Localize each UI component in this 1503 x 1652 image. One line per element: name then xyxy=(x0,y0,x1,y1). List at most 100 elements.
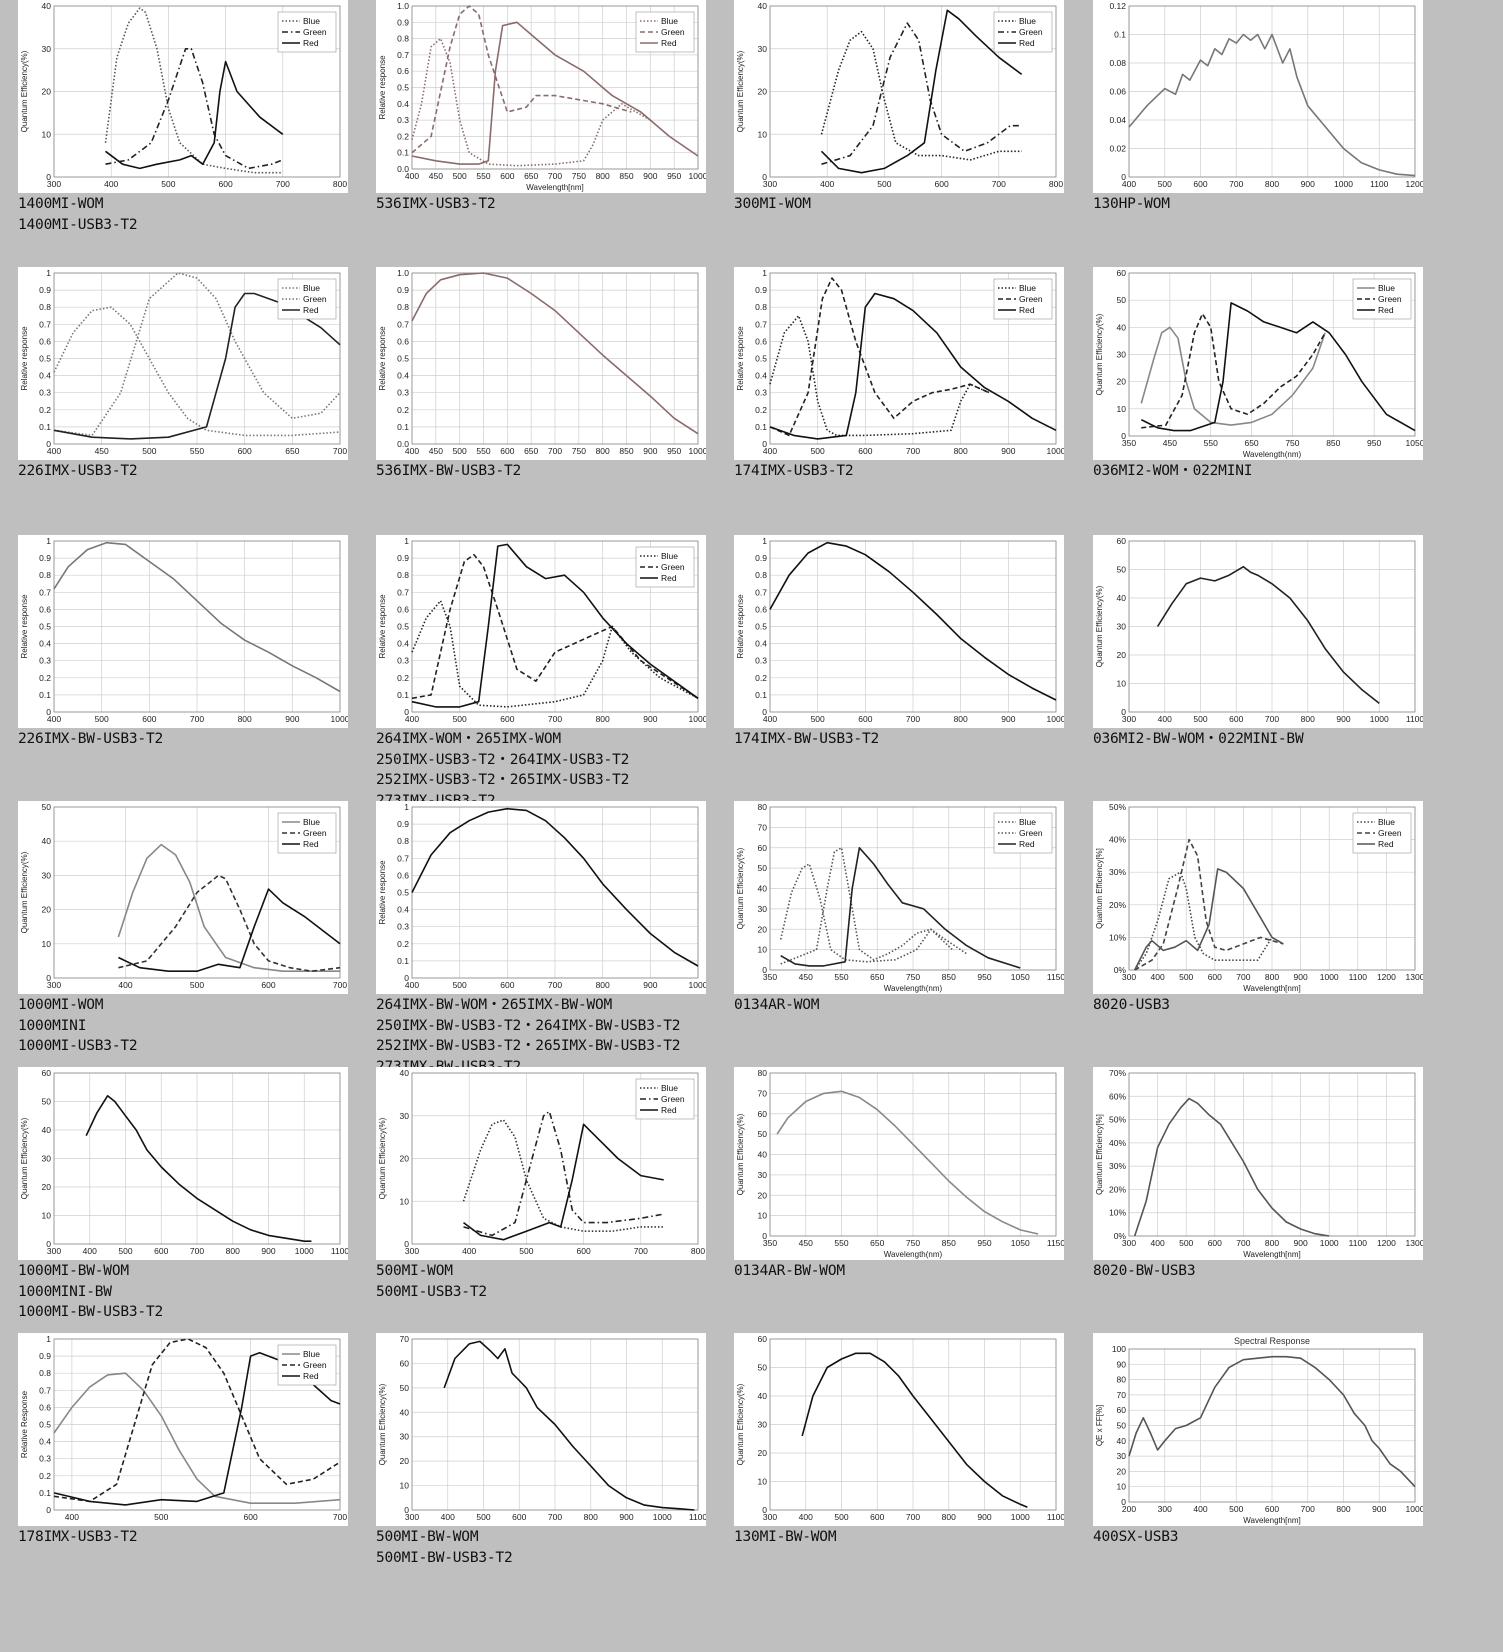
x-tick-label: 1000 xyxy=(1320,972,1339,982)
y-axis-label: QE x FF[%] xyxy=(1095,1405,1104,1446)
x-tick-label: 600 xyxy=(870,1512,884,1522)
x-tick-label: 600 xyxy=(1193,179,1207,189)
series-line xyxy=(769,292,1057,440)
x-tick-label: 600 xyxy=(500,171,514,181)
spectral-chart: 0 0.1 0.2 0.3 0.4 0.5 0.6 0.7 0.8 0.9 1 400 450 500 55… xyxy=(20,268,347,456)
series-line xyxy=(118,874,341,972)
y-tick-label: 90 xyxy=(1117,1359,1127,1369)
x-tick-label: 300 xyxy=(1122,714,1136,724)
spectral-chart: Spectral Response 0 10 20 30 40 50 60 70 80 90 100 2… xyxy=(1095,1336,1423,1525)
y-tick-label: 0.2 xyxy=(397,131,409,141)
plot-frame xyxy=(53,806,341,979)
x-tick-label: 700 xyxy=(276,179,290,189)
x-tick-label: 750 xyxy=(572,171,586,181)
legend-label: Green xyxy=(303,828,327,838)
x-tick-label: 300 xyxy=(405,1246,419,1256)
x-tick-label: 700 xyxy=(906,714,920,724)
x-tick-label: 900 xyxy=(1336,714,1350,724)
legend-label: Green xyxy=(661,1094,685,1104)
x-tick-label: 600 xyxy=(500,446,514,456)
x-tick-label: 750 xyxy=(906,972,920,982)
y-tick-label: 0.8 xyxy=(397,836,409,846)
x-tick-label: 300 xyxy=(763,1512,777,1522)
y-axis-label: Quantum Efficiency(%) xyxy=(378,1383,387,1465)
plot-frame xyxy=(411,1072,699,1245)
chart-caption: 226IMX-USB3-T2 xyxy=(18,461,138,482)
series-line xyxy=(1140,326,1326,426)
y-axis-label: Quantum Efficiency[%] xyxy=(1095,848,1104,929)
legend-label: Red xyxy=(661,1105,677,1115)
caption-line: 0134AR-BW-WOM xyxy=(734,1263,845,1279)
series-line xyxy=(1141,312,1326,429)
x-tick-label: 850 xyxy=(619,171,633,181)
x-tick-label: 450 xyxy=(799,1238,813,1248)
y-tick-label: 0.1 xyxy=(397,148,409,158)
y-tick-label: 0.8 xyxy=(397,302,409,312)
caption-line: 0134AR-WOM xyxy=(734,997,820,1013)
y-tick-label: 40 xyxy=(1117,593,1127,603)
x-tick-label: 800 xyxy=(1049,179,1063,189)
plot-frame xyxy=(53,1338,341,1511)
x-tick-label: 500 xyxy=(811,446,825,456)
chart-caption: 500MI-WOM 500MI-USB3-T2 xyxy=(376,1261,487,1302)
chart-panel: 0 0.1 0.2 0.3 0.4 0.5 0.6 0.7 0.8 0.9 1 400 500 600 70… xyxy=(18,1333,348,1526)
y-tick-label: 0.6 xyxy=(397,604,409,614)
y-tick-label: 0.4 xyxy=(397,639,409,649)
x-tick-label: 600 xyxy=(1229,714,1243,724)
y-axis-label: Quantum Efficiency(%) xyxy=(20,851,29,933)
chart-caption: 1000MI-WOM 1000MINI 1000MI-USB3-T2 xyxy=(18,995,138,1057)
spectral-chart: 0 10 20 30 40 50 300 400 500 600 700 Quantum Effici… xyxy=(20,802,347,990)
x-tick-label: 950 xyxy=(977,1238,991,1248)
x-tick-label: 750 xyxy=(572,446,586,456)
y-axis-label: Relative response xyxy=(20,326,29,391)
x-tick-label: 900 xyxy=(1001,714,1015,724)
x-tick-label: 700 xyxy=(1229,179,1243,189)
chart-panel: 0 10 20 30 40 50 60 300 400 500 600 700 800 900 1000 11… xyxy=(734,1333,1064,1526)
y-tick-label: 20 xyxy=(758,87,768,97)
y-tick-label: 40 xyxy=(758,1391,768,1401)
series-line xyxy=(53,1338,341,1503)
y-axis-label: Relative response xyxy=(378,55,387,120)
y-tick-label: 0.5 xyxy=(397,622,409,632)
plot-frame xyxy=(1128,540,1416,713)
y-tick-label: 40 xyxy=(400,1068,410,1078)
y-tick-label: 0.4 xyxy=(397,905,409,915)
y-tick-label: 40 xyxy=(42,1125,52,1135)
chart-panel: 0 0.1 0.2 0.3 0.4 0.5 0.6 0.7 0.8 0.9 1 400 500 600 70… xyxy=(734,535,1064,728)
y-axis-label: Quantum Efficiency(%) xyxy=(20,50,29,132)
chart-title: Spectral Response xyxy=(1234,1336,1310,1346)
caption-line: 252IMX-BW-USB3-T2・265IMX-BW-USB3-T2 xyxy=(376,1038,681,1054)
x-tick-label: 1150 xyxy=(1047,972,1064,982)
x-tick-label: 700 xyxy=(333,1512,347,1522)
plot-frame xyxy=(53,540,341,713)
y-tick-label: 100 xyxy=(1112,1344,1126,1354)
x-tick-label: 1200 xyxy=(1406,179,1423,189)
series-line xyxy=(820,30,1022,161)
y-tick-label: 0.7 xyxy=(39,587,51,597)
x-tick-label: 550 xyxy=(1204,438,1218,448)
y-tick-label: 10 xyxy=(1117,1482,1127,1492)
x-tick-label: 800 xyxy=(1301,714,1315,724)
x-tick-label: 900 xyxy=(1301,179,1315,189)
y-tick-label: 10 xyxy=(1117,679,1127,689)
y-tick-label: 60 xyxy=(42,1068,52,1078)
legend-label: Blue xyxy=(303,283,320,293)
series-line xyxy=(463,1123,664,1241)
x-tick-label: 900 xyxy=(643,714,657,724)
chart-panel: 0 10 20 30 40 50 60 70 80 350 450 550 650 750 850 950 10… xyxy=(734,1067,1064,1260)
y-tick-label: 0.3 xyxy=(397,922,409,932)
legend-label: Red xyxy=(303,305,319,315)
plot-frame xyxy=(769,1338,1057,1511)
chart-panel: 0 10 20 30 40 50 60 70 300 400 500 600 700 800 900 1000… xyxy=(376,1333,706,1526)
chart-caption: 8020-BW-USB3 xyxy=(1093,1261,1196,1282)
plot-frame xyxy=(769,540,1057,713)
y-tick-label: 40% xyxy=(1109,835,1126,845)
y-tick-label: 0.8 xyxy=(397,34,409,44)
y-tick-label: 1.0 xyxy=(397,268,409,278)
y-tick-label: 0.1 xyxy=(39,690,51,700)
x-tick-label: 300 xyxy=(1122,1238,1136,1248)
y-tick-label: 0.9 xyxy=(397,819,409,829)
y-tick-label: 0.7 xyxy=(397,587,409,597)
y-tick-label: 40 xyxy=(42,1,52,11)
y-tick-label: 0.7 xyxy=(39,319,51,329)
